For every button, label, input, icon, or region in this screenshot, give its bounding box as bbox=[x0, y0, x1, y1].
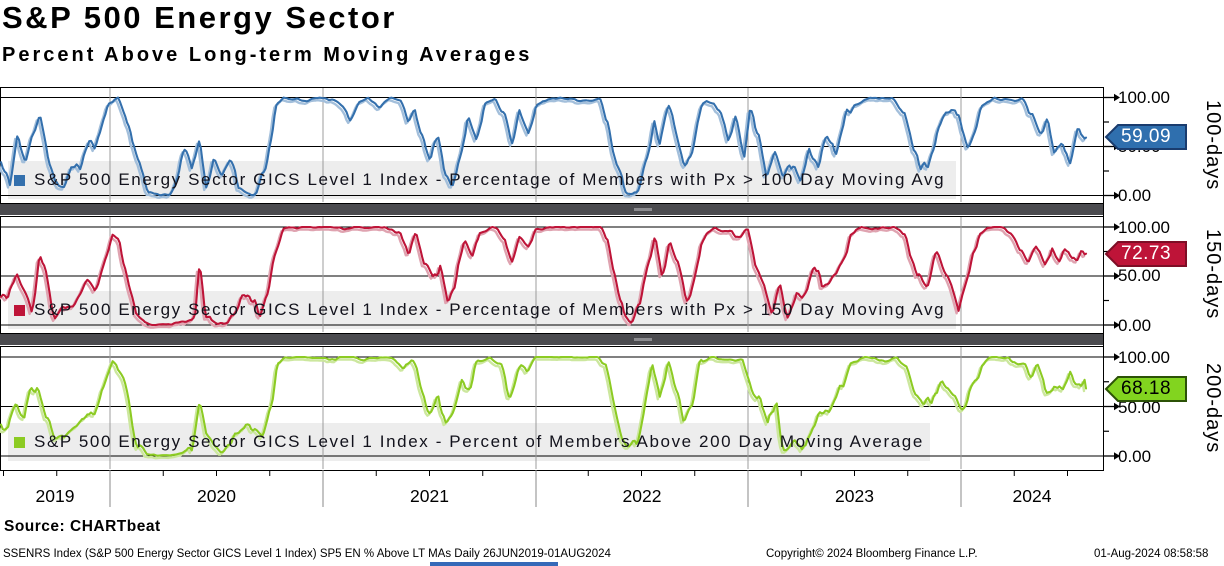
source-label: Source: CHARTbeat bbox=[4, 518, 161, 535]
xtick-year: 2022 bbox=[622, 486, 662, 506]
legend-swatch-blue-icon bbox=[14, 174, 25, 186]
footer-datetime: 01-Aug-2024 08:58:58 bbox=[1094, 548, 1209, 560]
last-value-text: 72.73 bbox=[1121, 243, 1172, 264]
legend-150day: S&P 500 Energy Sector GICS Level 1 Index… bbox=[8, 291, 962, 329]
legend-swatch-green-icon bbox=[14, 436, 25, 448]
footer-copyright: Copyright© 2024 Bloomberg Finance L.P. bbox=[766, 548, 978, 560]
ytick-label: 50.00 bbox=[1118, 398, 1161, 417]
legend-100day: S&P 500 Energy Sector GICS Level 1 Index… bbox=[8, 161, 962, 199]
ytick-label: 100.00 bbox=[1118, 88, 1170, 107]
xtick-year: 2024 bbox=[1012, 486, 1052, 506]
ytick-label: 0.00 bbox=[1118, 186, 1152, 205]
xtick-year: 2023 bbox=[835, 486, 874, 506]
xtick-year: 2019 bbox=[35, 486, 75, 506]
page-subtitle: Percent Above Long-term Moving Averages bbox=[2, 44, 533, 66]
panel-axis-title-100days: 100-days bbox=[1202, 99, 1224, 191]
panel-axis-title-150days: 150-days bbox=[1202, 229, 1224, 320]
legend-swatch-red-icon bbox=[14, 304, 25, 316]
legend-label: S&P 500 Energy Sector GICS Level 1 Index… bbox=[34, 432, 924, 451]
ytick-label: 100.00 bbox=[1118, 218, 1170, 237]
ytick-label: 0.00 bbox=[1118, 447, 1152, 466]
page-title: S&P 500 Energy Sector bbox=[2, 0, 397, 35]
last-value-badge-150day: 72.73 bbox=[1104, 239, 1188, 269]
panel-axis-title-200days: 200-days bbox=[1202, 362, 1224, 454]
ytick-label: 100.00 bbox=[1118, 348, 1170, 367]
ytick-label: 0.00 bbox=[1118, 316, 1152, 335]
legend-200day: S&P 500 Energy Sector GICS Level 1 Index… bbox=[8, 423, 936, 461]
last-value-badge-200day: 68.18 bbox=[1104, 374, 1188, 404]
bottom-highlight-strip bbox=[430, 562, 558, 566]
xtick-year: 2021 bbox=[410, 486, 449, 506]
legend-label: S&P 500 Energy Sector GICS Level 1 Index… bbox=[34, 300, 946, 319]
ytick-label: 50.00 bbox=[1118, 266, 1161, 285]
legend-label: S&P 500 Energy Sector GICS Level 1 Index… bbox=[34, 170, 946, 189]
last-value-text: 68.18 bbox=[1121, 378, 1172, 399]
xtick-year: 2020 bbox=[197, 486, 236, 506]
footer-description: SSENRS Index (S&P 500 Energy Sector GICS… bbox=[3, 548, 611, 560]
last-value-badge-100day: 59.09 bbox=[1104, 122, 1188, 152]
last-value-text: 59.09 bbox=[1121, 126, 1172, 147]
